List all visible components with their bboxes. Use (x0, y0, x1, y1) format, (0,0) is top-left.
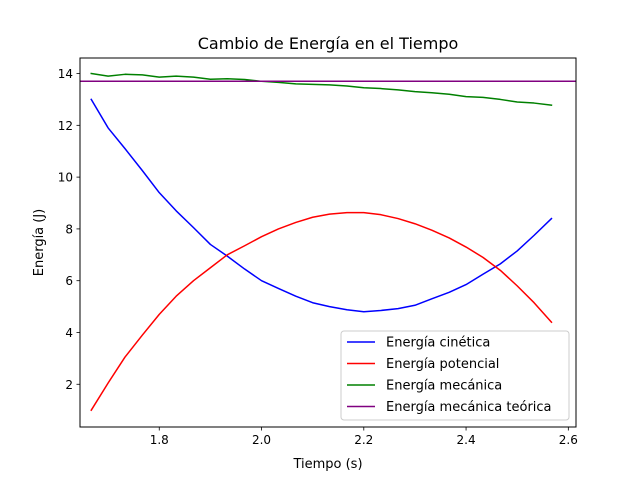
y-tick-label: 10 (58, 171, 73, 185)
legend-label-2: Energía potencial (386, 357, 499, 372)
y-tick-label: 14 (58, 67, 73, 81)
y-tick-label: 2 (65, 378, 73, 392)
series-layer (80, 72, 576, 412)
legend-box (340, 330, 570, 421)
x-axis-label: Tiempo (s) (292, 457, 362, 472)
series-line-1 (90, 98, 553, 313)
y-tick-label: 6 (65, 274, 73, 288)
legend: Energía cinética Energía potencial Energía… (340, 330, 570, 421)
x-tick-label: 1.8 (150, 433, 169, 447)
chart-title: Cambio de Energía en el Tiempo (198, 34, 459, 53)
plot-frame (79, 57, 577, 428)
series-line-3 (90, 72, 553, 106)
x-tick-label: 2.6 (559, 433, 578, 447)
legend-items: Energía cinética Energía potencial Energía… (347, 336, 552, 415)
x-tick-label: 2.2 (354, 433, 373, 447)
y-axis-label: Energía (J) (32, 209, 47, 277)
y-tick-label: 12 (58, 119, 73, 133)
legend-label-3: Energía mecánica (386, 379, 502, 394)
y-tick-label: 8 (65, 222, 73, 236)
ticks-layer: 1.8 2.0 2.2 2.4 2.6 2 4 6 8 10 12 14 (58, 67, 578, 447)
series-line-2 (90, 211, 553, 412)
legend-label-4: Energía mecánica teórica (386, 400, 552, 415)
x-tick-label: 2.4 (457, 433, 476, 447)
x-tick-label: 2.0 (252, 433, 271, 447)
y-tick-label: 4 (65, 326, 73, 340)
legend-label-1: Energía cinética (386, 336, 490, 351)
